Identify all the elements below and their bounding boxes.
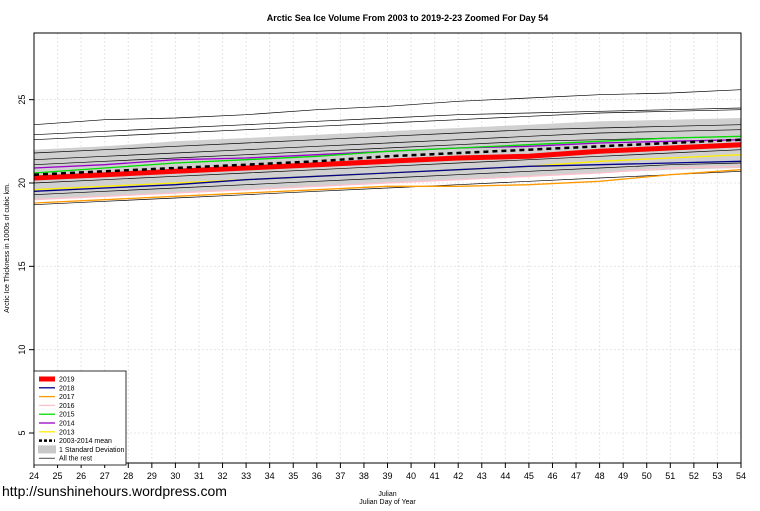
x-tick-label: 24: [29, 471, 39, 481]
x-tick-label: 36: [312, 471, 322, 481]
legend-label: 2003-2014 mean: [59, 438, 112, 445]
legend-label: 2018: [59, 385, 75, 392]
legend-label: 2016: [59, 403, 75, 410]
x-tick-label: 51: [665, 471, 675, 481]
series-line-2017: [33, 169, 742, 204]
series-line-2018: [33, 160, 742, 192]
legend-label: 2015: [59, 412, 75, 419]
x-axis-label: Julian Day of Year: [359, 499, 416, 506]
x-tick-label: 42: [453, 471, 463, 481]
x-tick-label: 43: [477, 471, 487, 481]
x-tick-label: 35: [288, 471, 298, 481]
y-axis-label: Arctic Ice Thickness in 1000s of cubic k…: [4, 183, 11, 313]
mean-line: [33, 138, 742, 176]
y-tick-label: 20: [17, 178, 27, 188]
x-tick-label: 44: [500, 471, 510, 481]
x-tick-label: 26: [76, 471, 86, 481]
rest-series-line: [33, 89, 742, 126]
legend-label: All the rest: [59, 456, 92, 463]
series-line-2016: [33, 165, 742, 201]
x-tick-label: 47: [571, 471, 581, 481]
rest-series-line: [33, 124, 742, 154]
series-line-2019: [33, 142, 742, 181]
legend-label: 2014: [59, 421, 75, 428]
y-tick-label: 25: [17, 95, 27, 105]
chart-title: Arctic Sea Ice Volume From 2003 to 2019-…: [267, 13, 548, 23]
x-axis-label-top: Julian: [378, 491, 396, 498]
legend-label: 2013: [59, 429, 75, 436]
x-tick-label: 27: [100, 471, 110, 481]
x-tick-label: 30: [170, 471, 180, 481]
x-tick-label: 40: [406, 471, 416, 481]
rest-series-line: [33, 162, 742, 196]
legend-label: 2019: [59, 377, 75, 384]
rest-series-line: [33, 149, 742, 184]
rest-series-line: [33, 135, 742, 166]
x-tick-label: 37: [335, 471, 345, 481]
x-tick-label: 34: [265, 471, 275, 481]
rest-series-line: [33, 109, 742, 141]
x-tick-label: 38: [359, 471, 369, 481]
x-tick-label: 32: [218, 471, 228, 481]
series-line-2015: [33, 135, 742, 174]
y-tick-label: 15: [17, 261, 27, 271]
x-tick-label: 31: [194, 471, 204, 481]
x-tick-label: 33: [241, 471, 251, 481]
x-tick-label: 54: [736, 471, 746, 481]
x-tick-label: 29: [147, 471, 157, 481]
legend-swatch-band: [38, 445, 56, 454]
rest-series-line: [33, 129, 742, 161]
x-tick-label: 53: [712, 471, 722, 481]
y-tick-label: 5: [17, 430, 27, 435]
x-tick-label: 25: [53, 471, 63, 481]
x-tick-label: 52: [689, 471, 699, 481]
x-tick-label: 41: [430, 471, 440, 481]
y-tick-label: 10: [17, 345, 27, 355]
x-tick-label: 28: [123, 471, 133, 481]
watermark-url: http://sunshinehours.wordpress.com: [2, 483, 227, 499]
rest-series-line: [33, 107, 742, 136]
legend-label: 1 Standard Deviation: [59, 447, 124, 454]
x-tick-label: 49: [618, 471, 628, 481]
x-tick-label: 39: [382, 471, 392, 481]
x-tick-label: 48: [595, 471, 605, 481]
x-tick-label: 50: [642, 471, 652, 481]
legend-label: 2017: [59, 394, 75, 401]
x-tick-label: 45: [524, 471, 534, 481]
rest-series-line: [33, 170, 742, 206]
x-tick-label: 46: [547, 471, 557, 481]
